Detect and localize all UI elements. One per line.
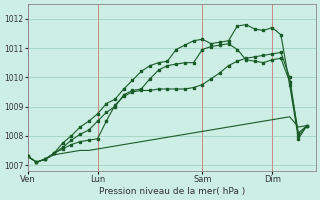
X-axis label: Pression niveau de la mer( hPa ): Pression niveau de la mer( hPa ) xyxy=(99,187,245,196)
